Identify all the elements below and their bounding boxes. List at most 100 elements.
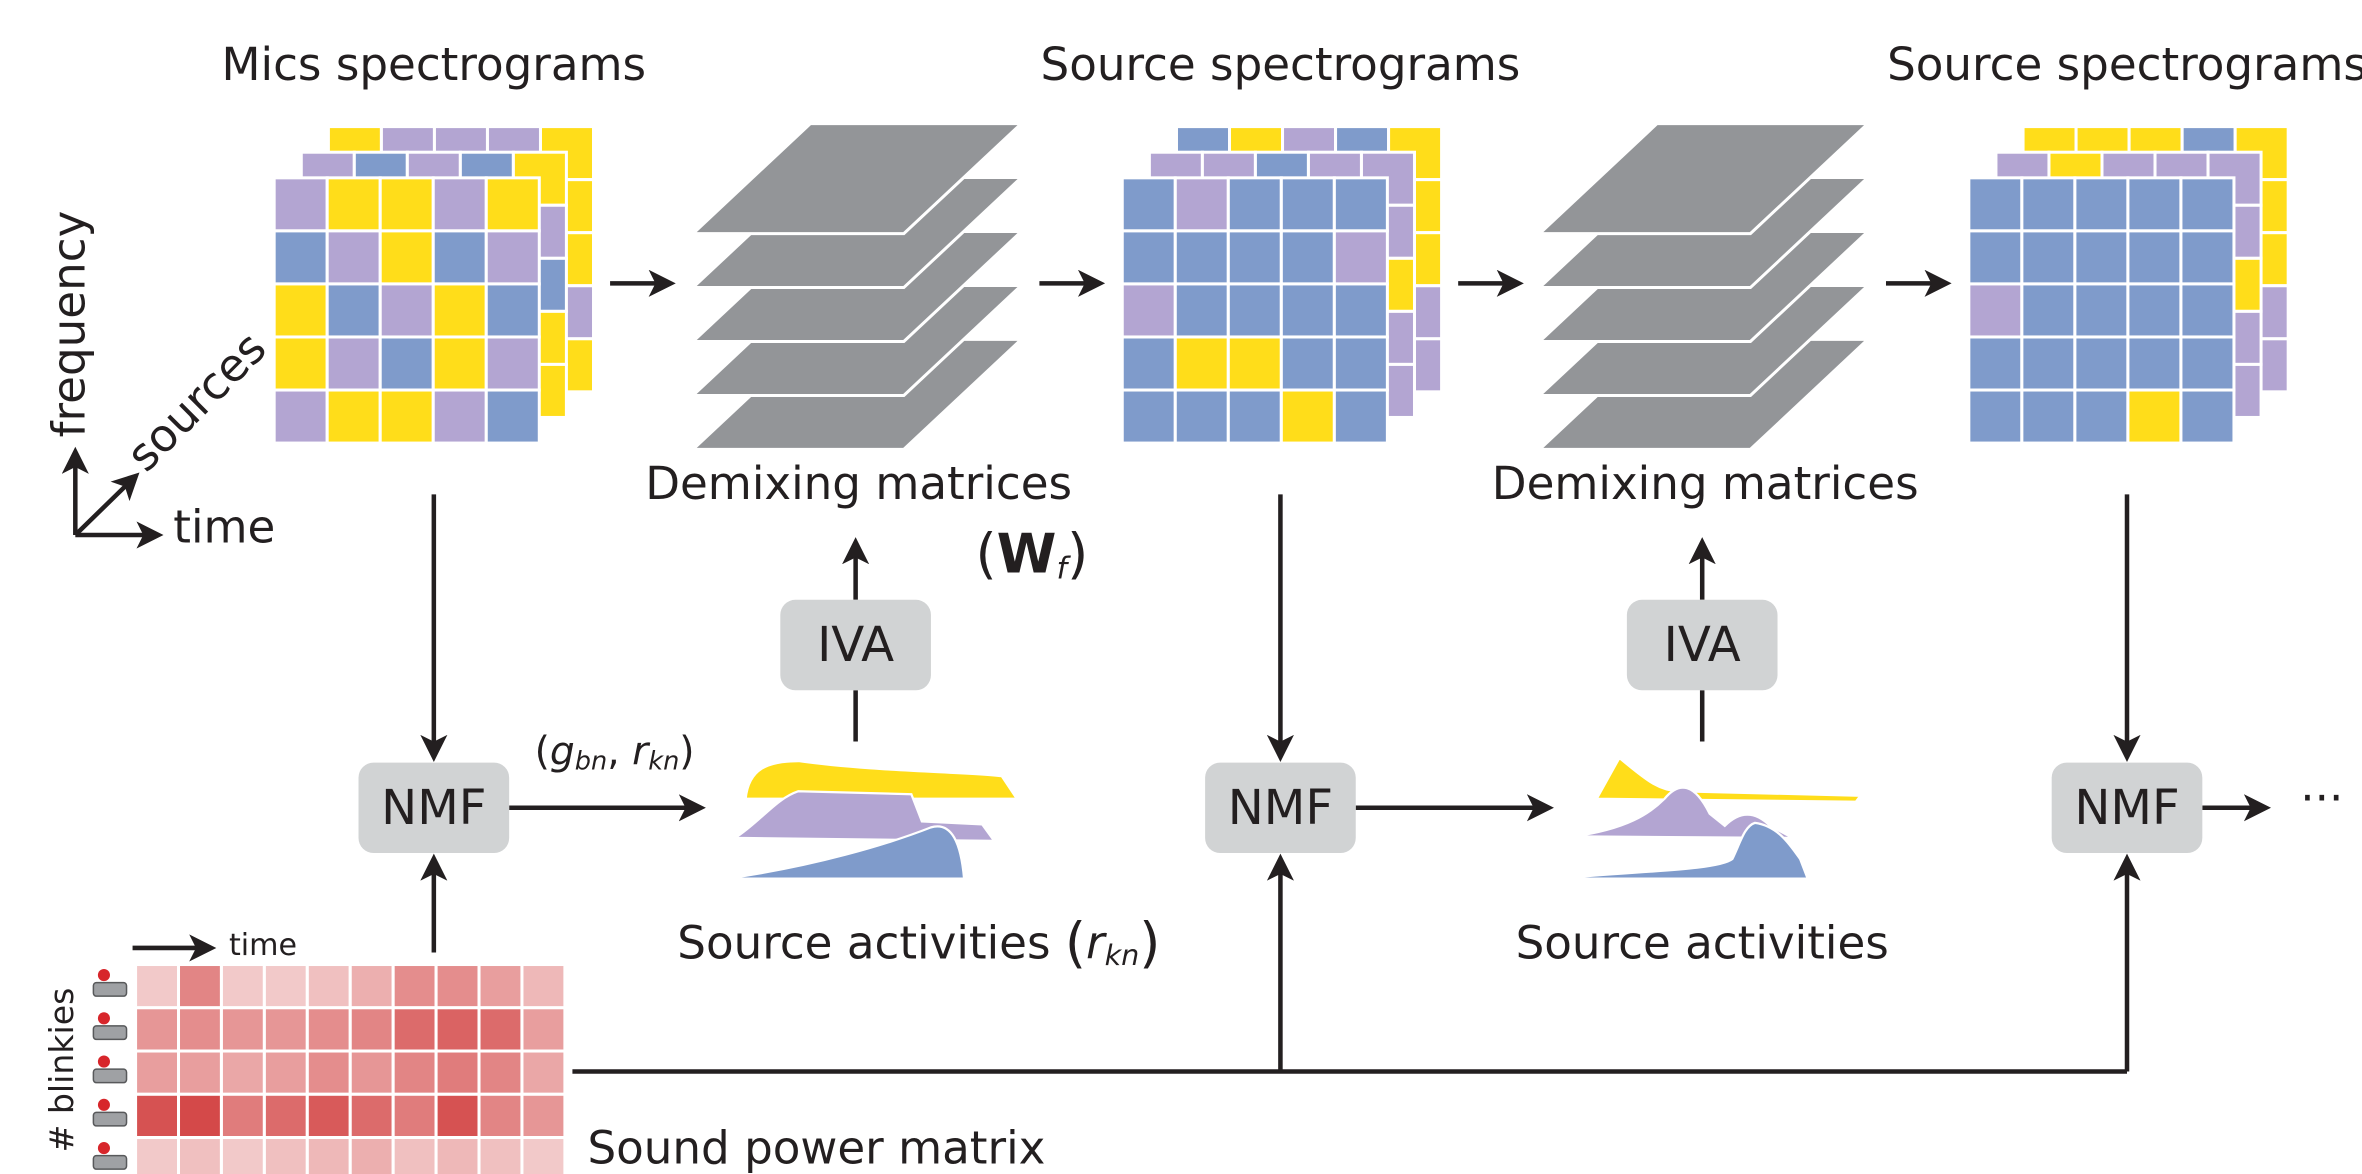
power-cell: [179, 1094, 222, 1137]
blinky-led: [98, 1012, 110, 1024]
power-cell: [221, 1051, 264, 1094]
spectrogram-cell: [380, 178, 433, 231]
power-cell: [479, 1138, 522, 1174]
spectrogram-cell: [486, 284, 539, 337]
power-cell: [522, 1094, 565, 1137]
spectrogram-cell: [2075, 390, 2128, 443]
nmf-label: NMF: [1228, 780, 1333, 836]
spectrogram-cell: [1122, 284, 1175, 337]
power-cell: [264, 1051, 307, 1094]
power-cell: [136, 965, 179, 1008]
spectrogram-cell: [2075, 178, 2128, 231]
power-cell: [393, 965, 436, 1008]
rows-label: # blinkies: [42, 988, 81, 1153]
layers: [93, 124, 2288, 1174]
spectrogram-cell: [1334, 231, 1387, 284]
spectrogram-cell: [274, 390, 327, 443]
nmf-output: (gbn, rkn): [535, 729, 695, 777]
spectrogram-cell: [486, 178, 539, 231]
title: Mics spectrograms: [222, 38, 647, 91]
spectrogram-cell: [380, 390, 433, 443]
spectrogram-cell: [1969, 284, 2022, 337]
power-cell: [307, 1138, 350, 1174]
power-cell: [479, 1008, 522, 1051]
demixing-symbol: (Wf): [975, 523, 1088, 586]
spectrogram-cell: [1969, 390, 2022, 443]
spectrogram-cell: [274, 231, 327, 284]
power-cell: [307, 1094, 350, 1137]
spectrogram-cell: [2022, 337, 2075, 390]
spectrogram-cell: [1228, 337, 1281, 390]
title: Source spectrograms: [1887, 38, 2362, 91]
activities-label: Source activities (rkn): [677, 912, 1160, 975]
subscript: bn: [575, 747, 607, 777]
spectrogram-cell: [1175, 178, 1228, 231]
power-cell: [393, 1008, 436, 1051]
spectrogram-cell: [2022, 284, 2075, 337]
spectrogram-cell: [1334, 337, 1387, 390]
time-label: time: [229, 928, 297, 963]
matrix-label: Sound power matrix: [587, 1121, 1045, 1174]
spectrogram-cell: [2181, 284, 2234, 337]
spectrogram-cell: [274, 337, 327, 390]
power-cell: [221, 1094, 264, 1137]
power-cell: [264, 1094, 307, 1137]
spectrogram-cell: [433, 337, 486, 390]
spectrogram-cell: [1334, 390, 1387, 443]
nmf-label: NMF: [381, 780, 486, 836]
spectrogram-cell: [1281, 178, 1334, 231]
power-cell: [136, 1051, 179, 1094]
power-cell: [179, 965, 222, 1008]
spectrogram-cell: [486, 390, 539, 443]
spectrogram-cell: [433, 231, 486, 284]
power-cell: [179, 1051, 222, 1094]
spectrogram-cell: [1175, 231, 1228, 284]
power-cell: [179, 1008, 222, 1051]
power-cell: [522, 965, 565, 1008]
spectrogram-cell: [1122, 390, 1175, 443]
subscript: kn: [648, 747, 679, 777]
spectrogram-cell: [2128, 284, 2181, 337]
symbol: g: [550, 729, 575, 774]
spectrogram-cell: [2181, 337, 2234, 390]
symbol: W: [997, 523, 1057, 586]
spectrogram-cell: [1228, 178, 1281, 231]
blinky-led: [98, 1099, 110, 1111]
spectrogram-cell: [433, 390, 486, 443]
power-cell: [136, 1094, 179, 1137]
spectrogram-cell: [1281, 284, 1334, 337]
demixing-label: Demixing matrices: [1492, 457, 1919, 510]
blinky-icon: [93, 983, 126, 997]
spectrogram-cell: [1122, 337, 1175, 390]
label: Source activities: [677, 916, 1065, 969]
spectrogram-cell: [2128, 178, 2181, 231]
power-cell: [307, 965, 350, 1008]
power-cell: [393, 1094, 436, 1137]
power-cell: [350, 1051, 393, 1094]
spectrogram-cell: [327, 284, 380, 337]
spectrogram-cell: [1122, 178, 1175, 231]
power-cell: [179, 1138, 222, 1174]
power-cell: [221, 965, 264, 1008]
activities-label: Source activities: [1516, 916, 1889, 969]
spectrogram-cell: [274, 284, 327, 337]
power-cell: [136, 1008, 179, 1051]
title: Source spectrograms: [1041, 38, 1521, 91]
spectrogram-cell: [380, 284, 433, 337]
power-cell: [436, 1138, 479, 1174]
spectrogram-cell: [1281, 231, 1334, 284]
blinky-icon: [93, 1112, 126, 1126]
spectrogram-cell: [1969, 178, 2022, 231]
spectrogram-cell: [1175, 390, 1228, 443]
spectrogram-cell: [2181, 231, 2234, 284]
spectrogram-cell: [1334, 284, 1387, 337]
axis-arrow: [75, 476, 135, 535]
paren: (: [975, 523, 996, 586]
power-cell: [350, 965, 393, 1008]
power-cell: [393, 1051, 436, 1094]
activity-shape: [1597, 758, 1861, 802]
spectrogram-cell: [1122, 231, 1175, 284]
activities-2: [1562, 758, 1860, 879]
demixing-label: Demixing matrices: [645, 457, 1072, 510]
power-cell: [264, 1008, 307, 1051]
